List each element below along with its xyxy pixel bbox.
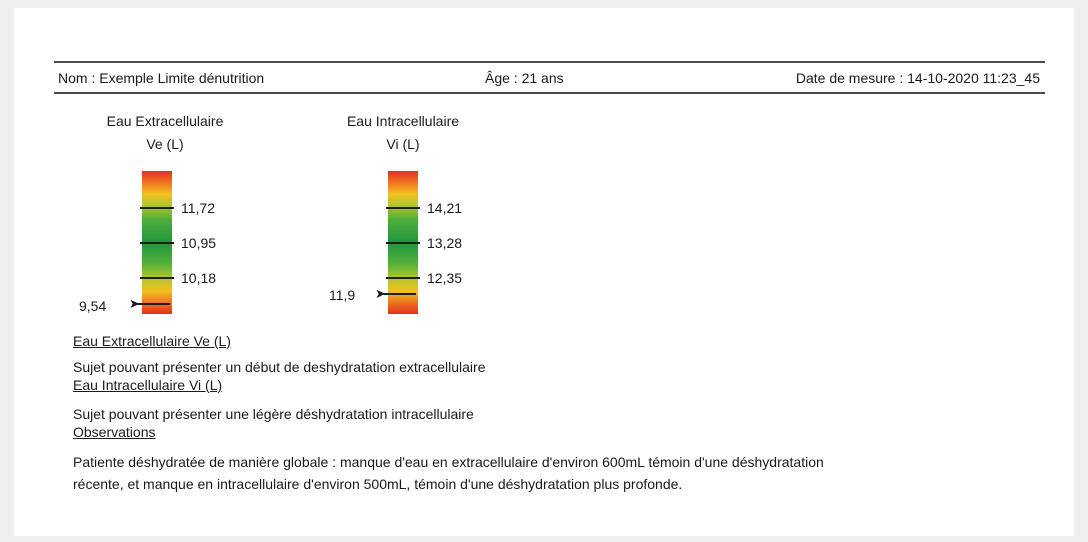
gauge-ve-value-marker [134, 303, 170, 305]
measurement-date: Date de mesure : 14-10-2020 11:23_45 [795, 70, 1040, 86]
patient-age: Âge : 21 ans [485, 70, 564, 86]
gauge-vi-tick-low [386, 277, 420, 279]
gauge-ve-value: 9,54 [79, 298, 107, 314]
header-top-rule [54, 61, 1045, 63]
observations-text-line1: Patiente déshydratée de manière globale … [73, 454, 824, 470]
gauge-ve-tick-mid [140, 242, 174, 244]
section-text-intracellular: Sujet pouvant présenter une légère déshy… [73, 406, 474, 422]
gauge-vi-tick-high [386, 207, 420, 209]
gauge-ve-tick-label-high: 11,72 [181, 200, 215, 216]
gauge-vi-title-line2: Vi (L) [386, 136, 420, 152]
report-page [14, 8, 1074, 536]
gauge-ve-tick-label-low: 10,18 [181, 270, 217, 286]
gauge-vi-tick-label-low: 12,35 [427, 270, 463, 286]
gauge-vi-value-marker [380, 293, 416, 295]
gauge-vi-title: Eau Intracellulaire Vi (L) [298, 110, 508, 156]
gauge-ve-tick-label-mid: 10,95 [181, 235, 217, 251]
gauge-ve-title-line2: Ve (L) [146, 136, 184, 152]
gauge-ve-arrow-icon: ➤ [129, 296, 140, 311]
gauge-vi-value: 11,9 [329, 287, 356, 303]
gauge-vi-arrow-icon: ➤ [375, 286, 386, 301]
patient-name: Nom : Exemple Limite dénutrition [58, 70, 265, 86]
section-title-observations: Observations [73, 424, 156, 440]
gauge-vi-tick-mid [386, 242, 420, 244]
gauge-ve-tick-high [140, 207, 174, 209]
section-text-extracellular: Sujet pouvant présenter un début de desh… [73, 359, 486, 375]
section-title-extracellular: Eau Extracellulaire Ve (L) [73, 333, 231, 349]
gauge-ve-tick-low [140, 277, 174, 279]
gauge-vi-title-line1: Eau Intracellulaire [346, 113, 460, 129]
header-bottom-rule [54, 92, 1045, 94]
gauge-ve-title-line1: Eau Extracellulaire [106, 113, 224, 129]
section-title-intracellular: Eau Intracellulaire Vi (L) [73, 377, 223, 393]
gauge-vi-tick-label-mid: 13,28 [427, 235, 463, 251]
gauge-ve-title: Eau Extracellulaire Ve (L) [60, 110, 270, 156]
observations-text-line2: récente, et manque en intracellulaire d'… [73, 476, 683, 492]
gauge-vi-tick-label-high: 14,21 [427, 200, 463, 216]
